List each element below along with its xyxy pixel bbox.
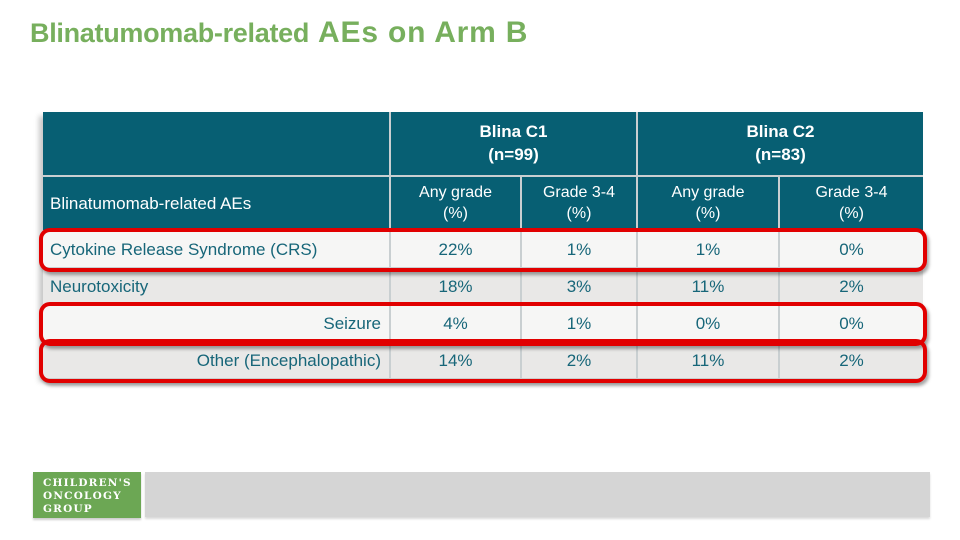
group-n: (n=83) [755,144,806,164]
col-header-unit: (%) [443,204,468,222]
row-label-crs: Cytokine Release Syndrome (CRS) [43,232,389,267]
col-header-unit: (%) [695,204,721,222]
cog-logo: CHILDREN'S ONCOLOGY GROUP [33,472,141,518]
table-corner-cell [43,112,389,175]
col-header-unit: (%) [566,204,592,222]
table-cell: 4% [391,306,520,341]
table-cell: 2% [780,343,923,378]
group-name: Blina C2 [746,121,815,141]
col-header-label: Any grade [671,183,745,201]
table-cell: 0% [780,306,923,341]
title-part-2: AEs on Arm B [318,16,529,49]
col-header-c2-grade-3-4: Grade 3-4 (%) [780,177,923,230]
row-label-seizure: Seizure [43,306,389,341]
table-cell: 1% [522,306,636,341]
table-cell: 1% [522,232,636,267]
table-cell: 2% [780,269,923,304]
logo-line: ONCOLOGY [43,490,122,503]
row-label-other-encephalopathic: Other (Encephalopathic) [43,343,389,378]
col-header-label: Grade 3-4 [542,183,616,201]
ae-table: Blina C1 (n=99) Blina C2 (n=83) Blinatum… [43,112,923,378]
table-cell: 11% [638,343,778,378]
table-cell: 0% [638,306,778,341]
row-label-neurotoxicity: Neurotoxicity [43,269,389,304]
col-header-unit: (%) [839,204,864,222]
logo-line: GROUP [43,503,93,516]
group-name: Blina C1 [479,121,548,141]
table-cell: 11% [638,269,778,304]
group-n: (n=99) [488,144,539,164]
table-cell: 18% [391,269,520,304]
col-header-c1-any-grade: Any grade (%) [391,177,520,230]
col-header-c1-grade-3-4: Grade 3-4 (%) [522,177,636,230]
col-header-c2-any-grade: Any grade (%) [638,177,778,230]
footer-bar [145,472,930,517]
table-cell: 3% [522,269,636,304]
table-cell: 14% [391,343,520,378]
group-header-blina-c1: Blina C1 (n=99) [391,112,636,175]
table-cell: 0% [780,232,923,267]
row-header-label: Blinatumomab-related AEs [43,177,389,230]
col-header-label: Any grade [419,183,492,201]
table-cell: 2% [522,343,636,378]
col-header-label: Grade 3-4 [815,183,888,201]
table-cell: 1% [638,232,778,267]
page-title: Blinatumomab-related AEs on Arm B [30,16,528,50]
group-header-blina-c2: Blina C2 (n=83) [638,112,923,175]
logo-line: CHILDREN'S [43,477,132,489]
table-cell: 22% [391,232,520,267]
title-part-1: Blinatumomab-related [30,18,310,48]
